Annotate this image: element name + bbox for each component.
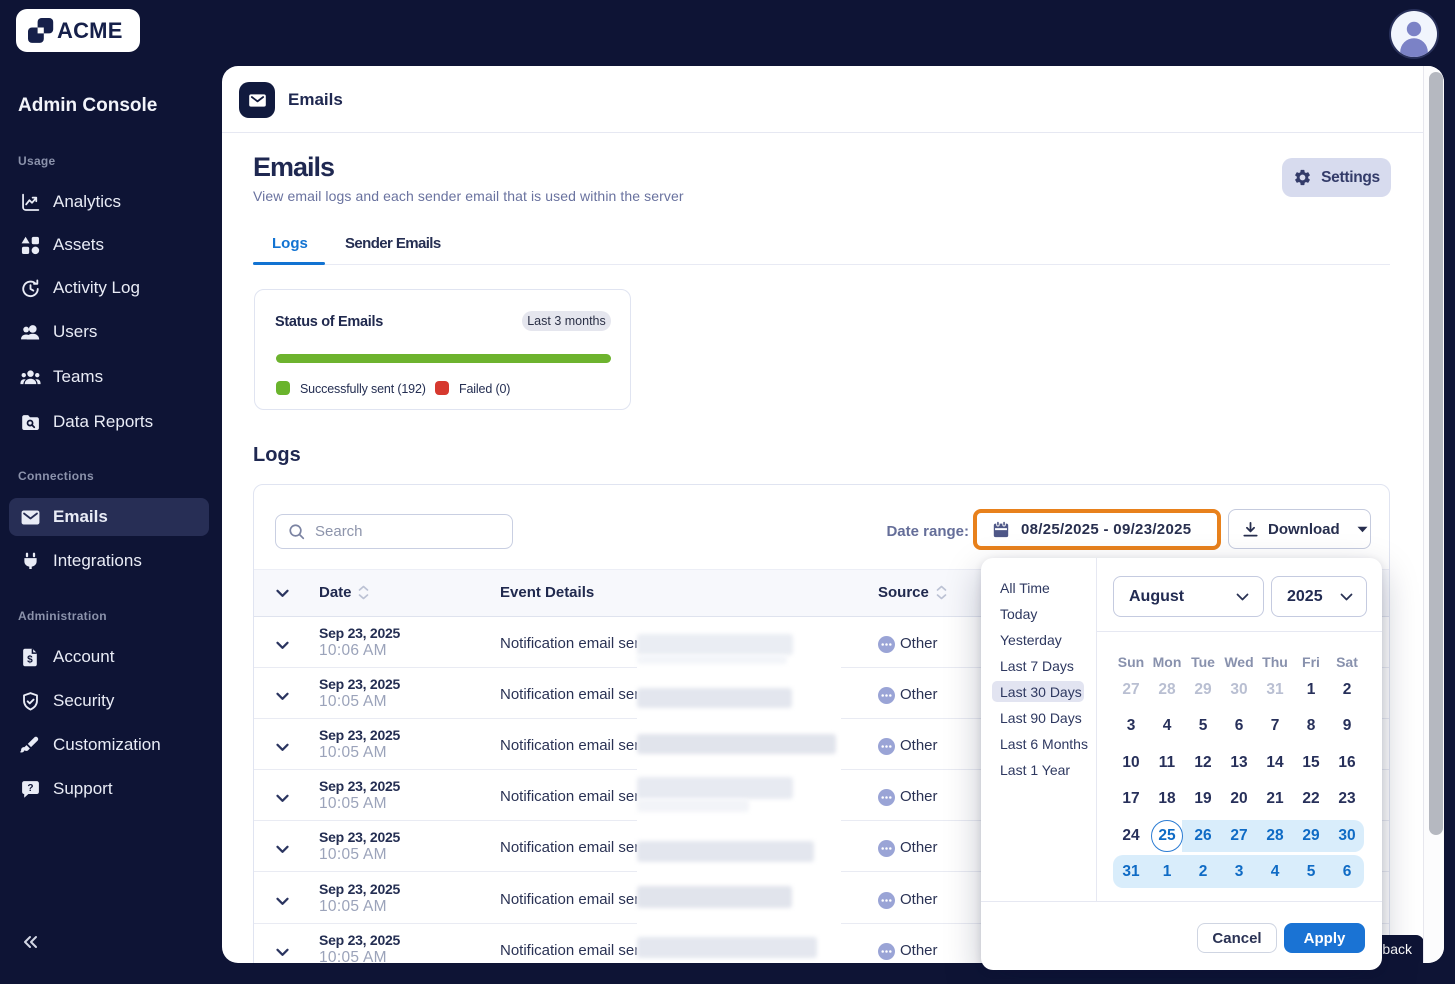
- svg-text:$: $: [27, 654, 33, 665]
- svg-text:?: ?: [27, 783, 33, 794]
